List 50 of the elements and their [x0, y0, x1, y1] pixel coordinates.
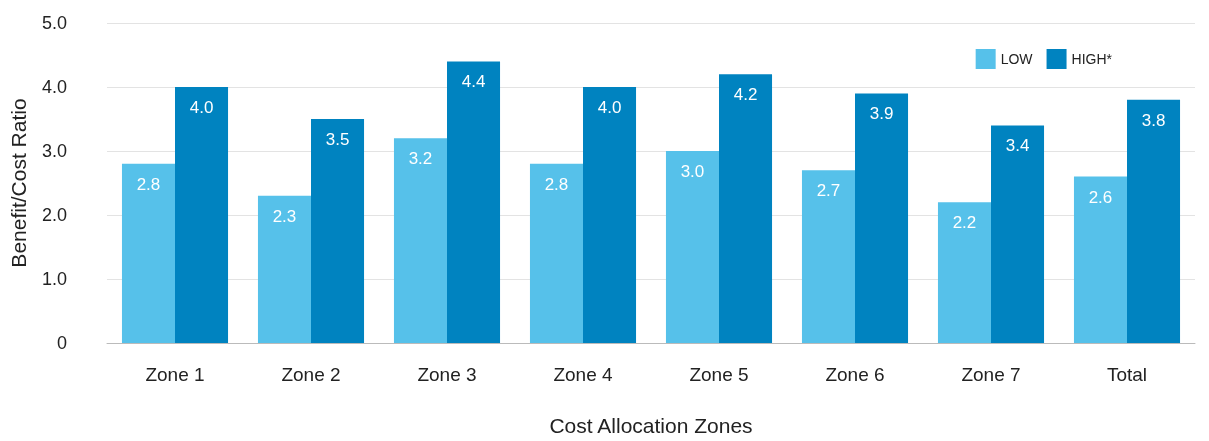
x-tick-label: Zone 5 [689, 364, 749, 385]
data-label: 2.2 [952, 213, 977, 233]
x-tick-label: Zone 6 [825, 364, 885, 385]
data-label: 2.7 [816, 181, 841, 201]
y-tick-label: 0 [56, 333, 67, 353]
y-tick-label: 3.0 [41, 141, 67, 161]
x-tick-label: Zone 7 [961, 364, 1021, 385]
bar [937, 202, 991, 343]
bar [583, 87, 637, 343]
x-tick-label: Zone 1 [145, 364, 205, 385]
bar [991, 125, 1045, 343]
legend-label: HIGH* [1071, 51, 1113, 67]
bar [665, 151, 719, 343]
data-label: 3.0 [680, 162, 705, 181]
bar [1127, 99, 1181, 343]
y-tick-label: 4.0 [41, 77, 67, 97]
bar [393, 138, 447, 343]
data-label: 3.2 [408, 149, 433, 169]
bar [175, 87, 229, 343]
data-label: 3.8 [1141, 110, 1166, 130]
y-axis-title: Benefit/Cost Ratio [7, 98, 30, 268]
bar [121, 163, 175, 343]
bar [529, 163, 583, 343]
legend-label: LOW [1000, 51, 1034, 67]
y-tick-label: 2.0 [41, 205, 67, 225]
data-label: 3.5 [325, 130, 350, 149]
data-label: 3.4 [1005, 136, 1030, 156]
data-label: 2.6 [1088, 187, 1113, 207]
bar [855, 93, 909, 343]
bar [1073, 176, 1127, 343]
data-label: 2.8 [136, 174, 161, 194]
bar [447, 61, 501, 343]
data-label: 4.0 [189, 98, 214, 117]
x-tick-label: Zone 2 [281, 364, 341, 385]
data-label: 2.3 [272, 206, 297, 226]
y-tick-label: 5.0 [41, 13, 67, 33]
data-label: 2.8 [544, 174, 569, 194]
data-label: 4.2 [733, 85, 758, 105]
bar [311, 119, 365, 343]
x-tick-label: Zone 4 [553, 364, 614, 385]
data-label: 4.0 [597, 98, 622, 117]
data-label: 4.4 [461, 72, 486, 92]
y-tick-label: 1.0 [41, 269, 67, 289]
bar [801, 170, 855, 343]
x-tick-label: Total [1106, 364, 1148, 385]
x-axis-title: Cost Allocation Zones [549, 414, 753, 437]
bar [719, 74, 773, 343]
data-label: 3.9 [869, 104, 894, 124]
bar [257, 195, 311, 343]
x-tick-label: Zone 3 [417, 364, 477, 385]
